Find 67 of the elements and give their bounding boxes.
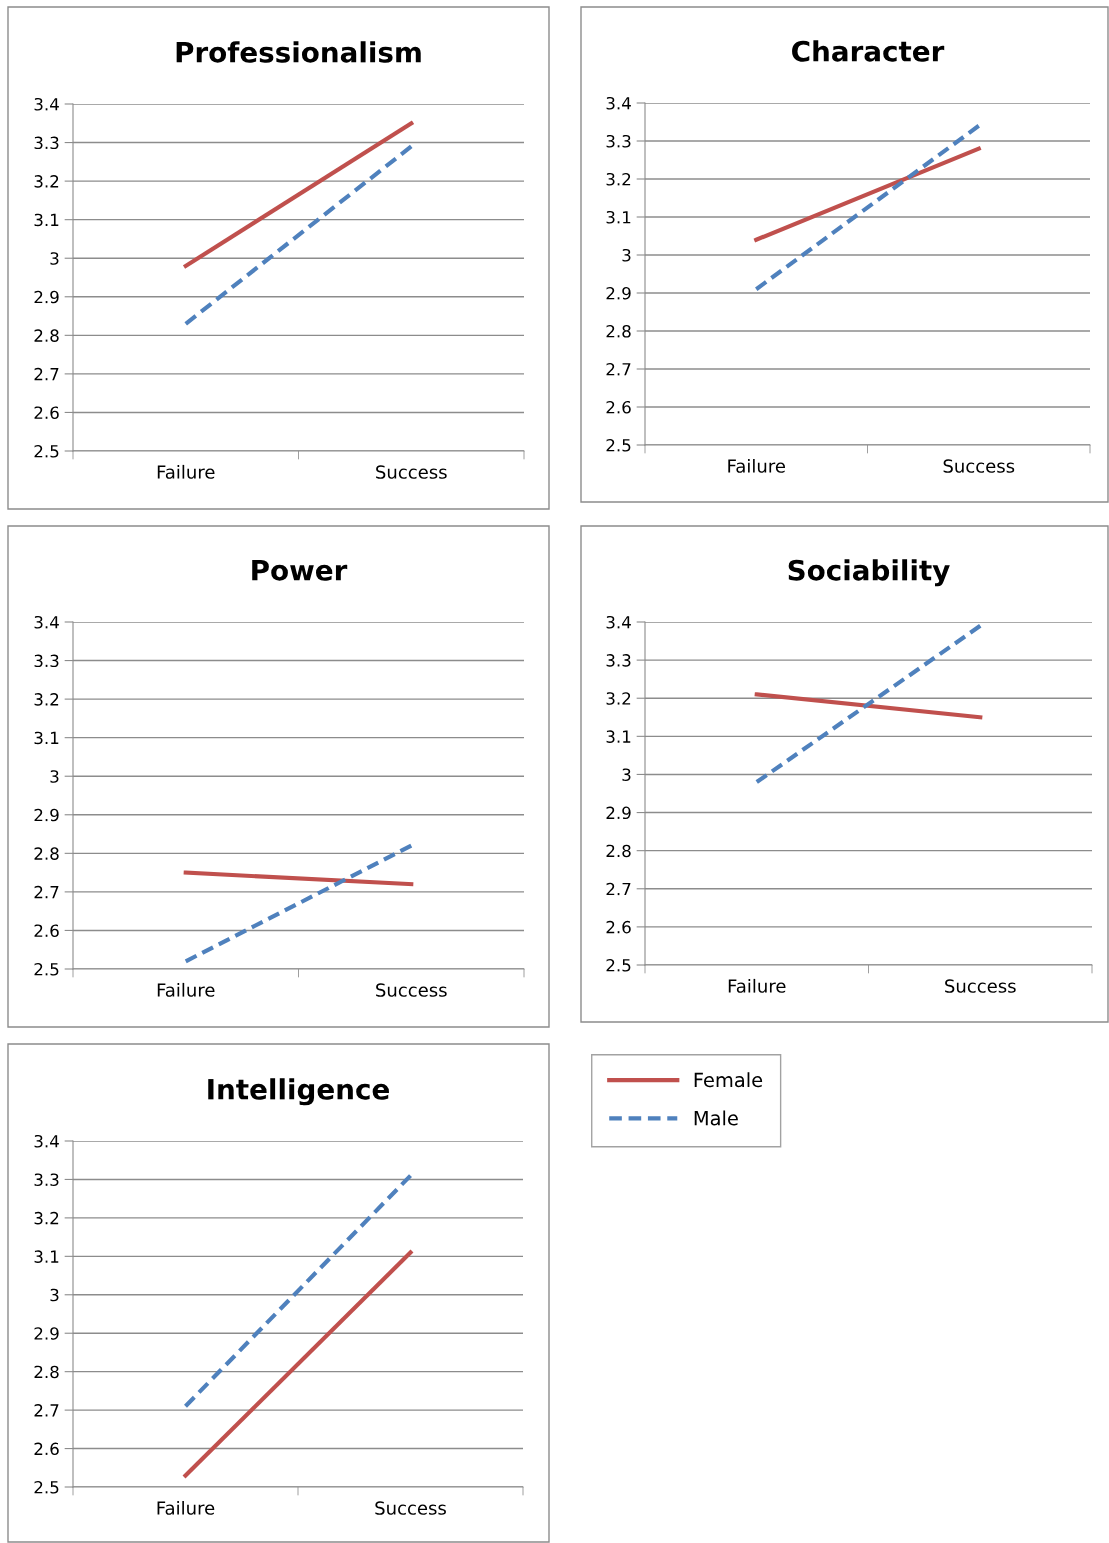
- x-tick-label: Success: [945, 979, 1016, 993]
- y-tick-label: 2.9: [34, 808, 59, 822]
- y-tick-label: 2.8: [606, 844, 631, 858]
- chart-title: Intelligence: [208, 1078, 389, 1106]
- y-tick-label: 2.5: [34, 962, 59, 976]
- y-tick-label: 2.6: [34, 1442, 59, 1456]
- x-tick-label: Success: [375, 1501, 446, 1515]
- y-tick-label: 2.9: [34, 290, 59, 304]
- y-tick-label: 2.9: [606, 806, 631, 820]
- y-tick-label: 2.7: [34, 885, 59, 899]
- y-tick-label: 3.3: [34, 1173, 59, 1187]
- y-tick-label: 2.5: [34, 1480, 59, 1494]
- y-tick-label: 2.8: [34, 1365, 59, 1379]
- y-tick-label: 3.1: [34, 213, 59, 227]
- x-tick-label: Failure: [728, 458, 785, 473]
- y-tick-label: 2.8: [34, 329, 59, 342]
- y-tick-label: 3.3: [34, 654, 59, 668]
- y-tick-label: 3.4: [34, 615, 59, 629]
- y-tick-label: 3: [622, 248, 631, 262]
- chart-title: Sociability: [788, 559, 950, 587]
- y-tick-label: 3.4: [606, 96, 631, 110]
- legend-label: Female: [694, 1072, 763, 1088]
- y-tick-label: 2.8: [34, 847, 59, 860]
- y-tick-label: 3.4: [34, 1134, 59, 1148]
- chart-title: Power: [252, 560, 348, 581]
- y-tick-label: 2.5: [34, 444, 59, 458]
- y-tick-label: 3.3: [606, 654, 631, 667]
- y-tick-label: 3.2: [34, 175, 59, 188]
- legend-label: Male: [694, 1110, 738, 1126]
- y-tick-label: 2.9: [606, 286, 631, 300]
- x-tick-label: Failure: [157, 464, 215, 479]
- y-tick-label: 2.6: [606, 920, 631, 934]
- y-tick-label: 2.7: [34, 367, 59, 381]
- y-tick-label: 2.5: [606, 438, 631, 452]
- y-tick-label: 3: [622, 768, 631, 782]
- y-tick-label: 2.7: [34, 1404, 59, 1417]
- x-tick-label: Failure: [157, 982, 215, 997]
- y-tick-label: 2.7: [606, 882, 631, 896]
- y-tick-label: 3.2: [34, 1211, 59, 1225]
- y-tick-label: 3.2: [34, 693, 59, 706]
- y-tick-label: 2.9: [34, 1327, 59, 1340]
- y-tick-label: 3.1: [606, 730, 631, 743]
- y-tick-label: 3: [50, 1288, 59, 1302]
- y-tick-label: 3.4: [606, 615, 631, 629]
- x-tick-label: Success: [376, 983, 447, 997]
- x-tick-label: Success: [376, 465, 447, 479]
- y-tick-label: 2.5: [606, 958, 631, 972]
- y-tick-label: 2.7: [606, 362, 631, 376]
- y-tick-label: 3: [50, 252, 59, 265]
- y-tick-label: 2.6: [34, 406, 59, 420]
- y-tick-label: 3.2: [606, 172, 631, 186]
- y-tick-label: 3.1: [34, 731, 59, 745]
- chart-title: Character: [792, 40, 945, 62]
- chart-title: Professionalism: [176, 41, 421, 63]
- y-tick-label: 3.1: [34, 1250, 59, 1263]
- y-tick-label: 3.2: [606, 692, 631, 705]
- x-tick-label: Failure: [157, 1500, 215, 1515]
- y-tick-label: 3.4: [34, 97, 59, 111]
- y-tick-label: 3: [50, 770, 59, 783]
- y-tick-label: 2.6: [606, 400, 631, 414]
- y-tick-label: 2.6: [34, 924, 59, 938]
- x-tick-label: Failure: [728, 978, 786, 993]
- x-tick-label: Success: [943, 459, 1015, 473]
- y-tick-label: 3.3: [606, 134, 631, 148]
- y-tick-label: 2.8: [606, 324, 631, 338]
- y-tick-label: 3.3: [34, 136, 59, 150]
- y-tick-label: 3.1: [606, 210, 631, 224]
